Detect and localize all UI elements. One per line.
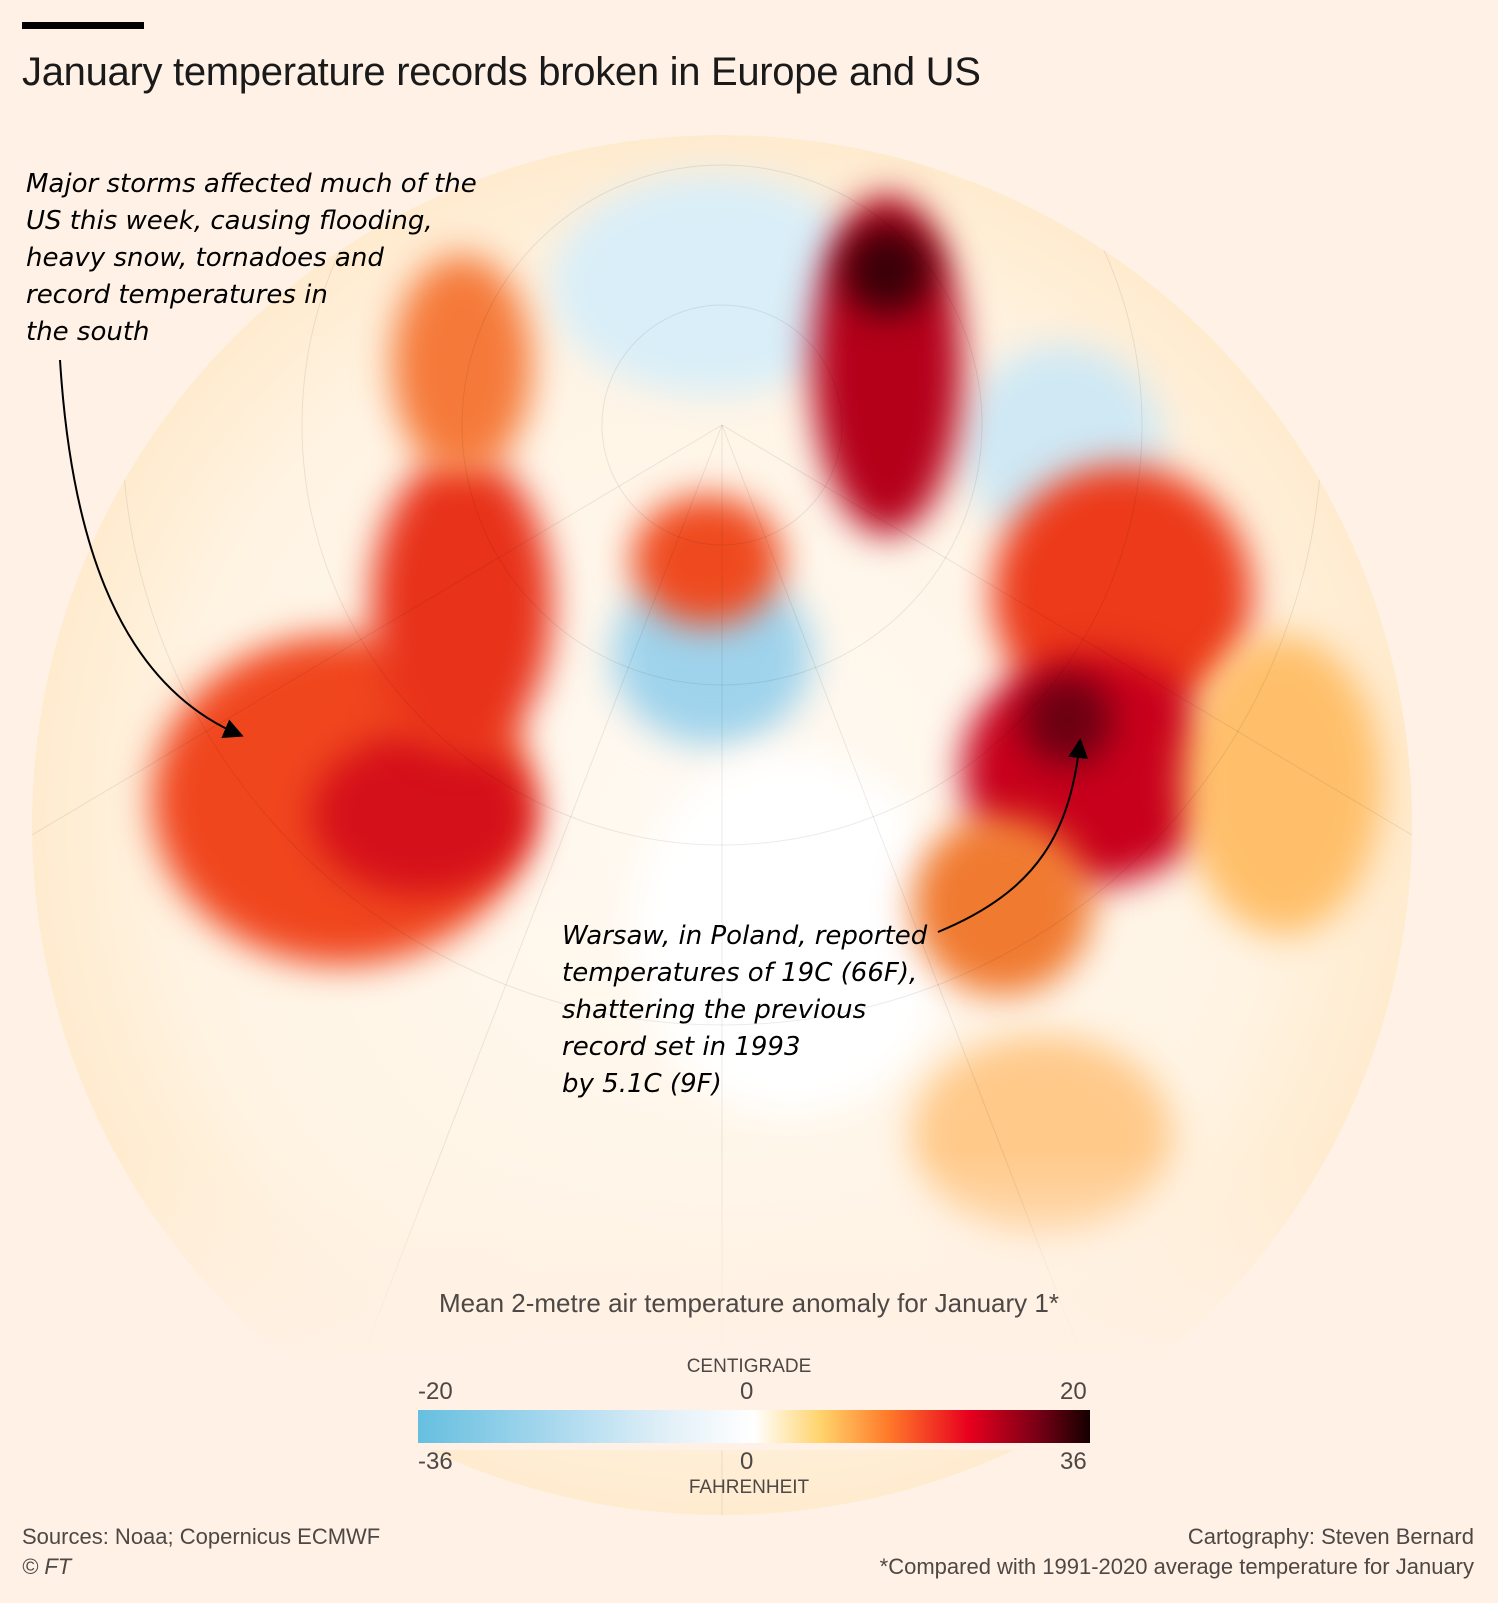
atlantic-neutral-area [632, 755, 952, 1115]
title-rule [22, 22, 144, 29]
asia-warm-area [1182, 635, 1382, 935]
annotation-line: record set in 1993 [562, 1032, 801, 1062]
fahrenheit-tick-zero: 0 [740, 1448, 754, 1475]
annotation-line: shattering the previous [562, 995, 867, 1025]
graticule [32, 135, 1412, 1515]
alaska-warm-area [392, 255, 532, 475]
annotation-line: by 5.1C (9F) [562, 1069, 722, 1099]
color-scale-bar [418, 1410, 1090, 1443]
canada-warm-area [372, 455, 552, 755]
fahrenheit-tick-min: -36 [418, 1448, 453, 1475]
celsius-tick-max: 20 [1060, 1378, 1087, 1405]
fahrenheit-label: FAHRENHEIT [688, 1477, 810, 1498]
celsius-tick-min: -20 [418, 1378, 453, 1405]
annotation-line: US this week, causing flooding, [26, 206, 433, 236]
eastern-us-warm-area [312, 735, 532, 895]
sources: Sources: Noaa; Copernicus ECMWF [22, 1524, 381, 1549]
annotation-line: the south [26, 317, 150, 347]
siberia-hot-core [842, 225, 932, 315]
legend-title: Mean 2-metre air temperature anomaly for… [439, 1288, 1059, 1318]
us-storms-annotation: Major storms affected much of the US thi… [26, 166, 477, 351]
greenland-warm-area [632, 495, 782, 625]
annotation-line: heavy snow, tornadoes and [26, 243, 384, 273]
celsius-label: CENTIGRADE [686, 1356, 812, 1377]
annotation-line: temperatures of 19C (66F), [562, 958, 918, 988]
annotation-line: record temperatures in [26, 280, 328, 310]
temperature-anomaly-globe [32, 135, 1412, 1515]
celsius-tick-zero: 0 [740, 1378, 754, 1405]
warsaw-annotation: Warsaw, in Poland, reported temperatures… [562, 918, 927, 1103]
annotation-line: Major storms affected much of the [26, 169, 477, 199]
cartography-credit: Cartography: Steven Bernard [1187, 1524, 1474, 1549]
copyright: © FT [22, 1554, 72, 1579]
page-title: January temperature records broken in Eu… [22, 50, 981, 94]
annotation-line: Warsaw, in Poland, reported [562, 921, 928, 951]
comparison-note: *Compared with 1991-2020 average tempera… [879, 1554, 1474, 1579]
globe-fade [0, 1150, 1498, 1450]
fahrenheit-tick-max: 36 [1060, 1448, 1087, 1475]
